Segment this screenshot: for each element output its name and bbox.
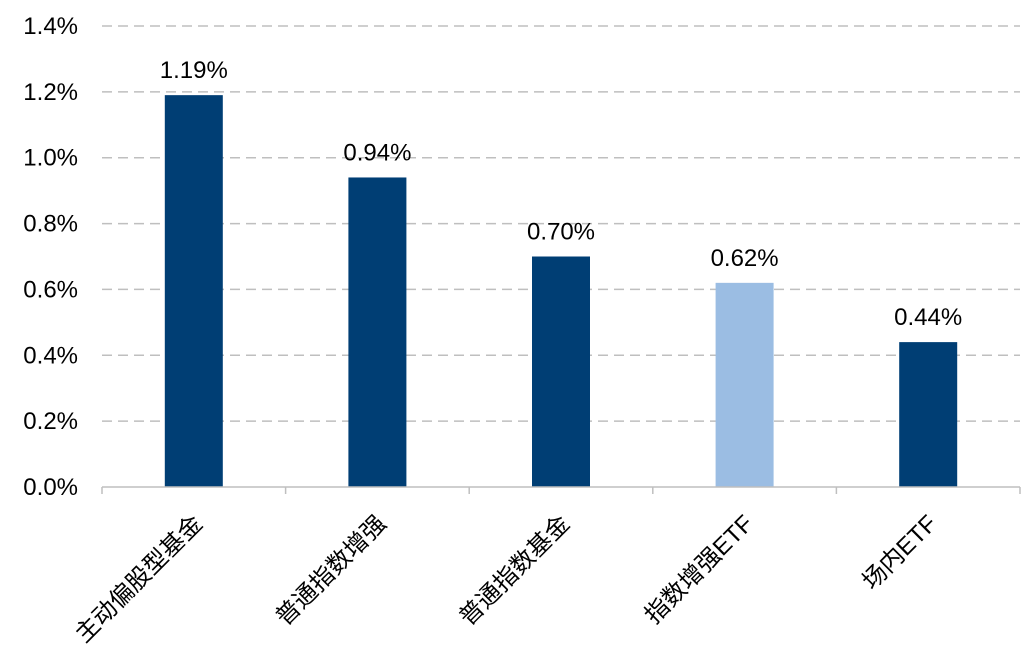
data-label: 1.19% [160,57,228,84]
y-tick-label: 1.2% [23,79,78,106]
bar [164,95,223,488]
y-tick-label: 1.4% [23,13,78,40]
y-tick-label: 0.0% [23,474,78,501]
x-axis [101,486,1021,494]
y-tick-label: 0.8% [23,211,78,238]
bars [164,95,958,488]
y-tick-label: 0.2% [23,408,78,435]
data-label: 0.70% [527,219,595,246]
y-tick-label: 0.4% [23,342,78,369]
bar [532,256,590,487]
y-tick-label: 1.0% [23,145,78,172]
data-label: 0.62% [711,245,779,272]
bar [348,177,407,487]
x-tick-label: 普通指数基金 [454,510,575,631]
bar [899,342,958,487]
gridlines [102,25,1020,422]
bar [715,282,774,487]
x-tick-label: 主动偏股型基金 [70,510,208,648]
x-tick-label: 普通指数增强 [271,510,392,631]
data-labels: 1.19% 0.94% 0.70% 0.62% 0.44% [160,57,962,331]
x-tick-label: 场内ETF [857,510,942,595]
y-tick-labels: 0.0% 0.2% 0.4% 0.6% 0.8% 1.0% 1.2% 1.4% [23,13,78,501]
y-tick-label: 0.6% [23,276,78,303]
x-tick-label: 指数增强ETF [640,510,759,629]
data-label: 0.44% [894,304,962,331]
data-label: 0.94% [343,139,411,166]
x-tick-labels: 主动偏股型基金 普通指数增强 普通指数基金 指数增强ETF 场内ETF [70,510,942,648]
